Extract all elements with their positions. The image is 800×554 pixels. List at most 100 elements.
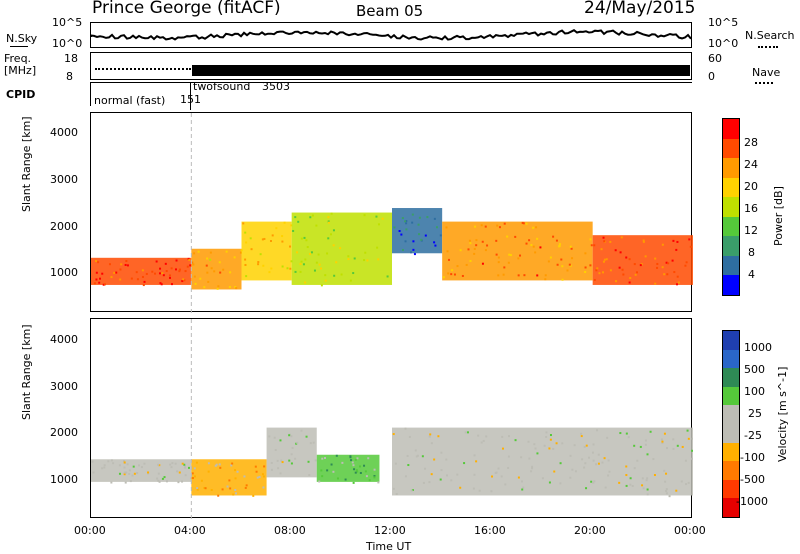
heatmap-cell [566, 269, 568, 271]
heatmap-cell [581, 458, 583, 460]
heatmap-cell [387, 275, 389, 277]
power-ytick-3000: 3000 [50, 173, 78, 186]
heatmap-cell [359, 465, 361, 467]
colorbar-swatch [723, 461, 739, 480]
heatmap-cell [194, 475, 196, 477]
heatmap-cell [303, 237, 305, 239]
heatmap-cell [522, 222, 524, 224]
heatmap-cell [280, 472, 282, 474]
xtick-00: 00:00 [74, 524, 106, 537]
heatmap-cell [553, 471, 555, 473]
heatmap-cell [412, 214, 414, 216]
heatmap-cell [402, 249, 404, 251]
heatmap-cell [672, 438, 674, 440]
heatmap-cell [120, 263, 122, 265]
heatmap-cell [352, 464, 354, 466]
heatmap-cell [454, 274, 456, 276]
heatmap-cell [132, 475, 134, 477]
heatmap-cell [159, 481, 161, 483]
heatmap-cell [405, 222, 407, 224]
heatmap-cell [640, 446, 642, 448]
heatmap-cell [622, 274, 624, 276]
heatmap-cell [229, 487, 231, 489]
freq-unit: [MHz] [4, 64, 36, 77]
heatmap-cell [219, 272, 221, 274]
heatmap-cell [194, 276, 196, 278]
heatmap-cell [312, 215, 314, 217]
heatmap-cell [448, 259, 450, 261]
heatmap-cell [305, 239, 307, 241]
heatmap-cell [349, 456, 351, 458]
heatmap-cell [663, 273, 665, 275]
heatmap-cell [245, 487, 247, 489]
heatmap-patch [191, 249, 241, 290]
heatmap-cell [530, 470, 532, 472]
heatmap-cell [409, 436, 411, 438]
heatmap-cell [222, 488, 224, 490]
heatmap-cell [299, 263, 301, 265]
heatmap-cell [440, 234, 442, 236]
heatmap-cell [536, 274, 538, 276]
heatmap-cell [347, 258, 349, 260]
heatmap-cell [404, 220, 406, 222]
heatmap-cell [561, 265, 563, 267]
power-ytick-4000: 4000 [50, 126, 78, 139]
heatmap-cell [94, 282, 96, 284]
heatmap-cell [434, 218, 436, 220]
heatmap-cell [268, 271, 270, 273]
heatmap-cell [601, 248, 603, 250]
heatmap-cell [586, 445, 588, 447]
heatmap-cell [643, 487, 645, 489]
heatmap-cell [229, 286, 231, 288]
heatmap-cell [418, 233, 420, 235]
heatmap-cell [347, 255, 349, 257]
heatmap-cell [580, 433, 582, 435]
heatmap-cell [545, 431, 547, 433]
heatmap-cell [591, 244, 593, 246]
vel-cbar-tick-1000: 1000 [744, 341, 772, 354]
colorbar-swatch [723, 350, 739, 369]
heatmap-cell [672, 448, 674, 450]
heatmap-cell [450, 479, 452, 481]
heatmap-cell [677, 276, 679, 278]
heatmap-cell [288, 434, 290, 436]
heatmap-cell [396, 493, 398, 495]
heatmap-cell [569, 264, 571, 266]
heatmap-cell [469, 240, 471, 242]
heatmap-cell [151, 271, 153, 273]
heatmap-cell [414, 253, 416, 255]
heatmap-cell [532, 227, 534, 229]
heatmap-cell [271, 469, 273, 471]
heatmap-cell [185, 270, 187, 272]
heatmap-cell [270, 240, 272, 242]
heatmap-cell [503, 274, 505, 276]
heatmap-cell [545, 436, 547, 438]
heatmap-cell [281, 241, 283, 243]
heatmap-cell [626, 433, 628, 435]
heatmap-cell [393, 433, 395, 435]
heatmap-patch [317, 455, 380, 482]
heatmap-cell [625, 474, 627, 476]
heatmap-cell [181, 481, 183, 483]
heatmap-cell [291, 462, 293, 464]
heatmap-cell [450, 273, 452, 275]
heatmap-cell [419, 217, 421, 219]
heatmap-cell [245, 275, 247, 277]
freq-tick-high: 18 [64, 52, 78, 65]
noise-tick-low-right: 10^0 [708, 37, 738, 50]
heatmap-cell [365, 470, 367, 472]
heatmap-cell [593, 460, 595, 462]
heatmap-cell [99, 278, 101, 280]
heatmap-cell [282, 265, 284, 267]
heatmap-cell [303, 263, 305, 265]
heatmap-cell [235, 477, 237, 479]
heatmap-cell [318, 254, 320, 256]
heatmap-cell [231, 463, 233, 465]
heatmap-cell [210, 252, 212, 254]
heatmap-cell [405, 475, 407, 477]
heatmap-cell [593, 443, 595, 445]
heatmap-cell [255, 466, 257, 468]
heatmap-cell [256, 471, 258, 473]
heatmap-cell [467, 248, 469, 250]
heatmap-cell [325, 280, 327, 282]
